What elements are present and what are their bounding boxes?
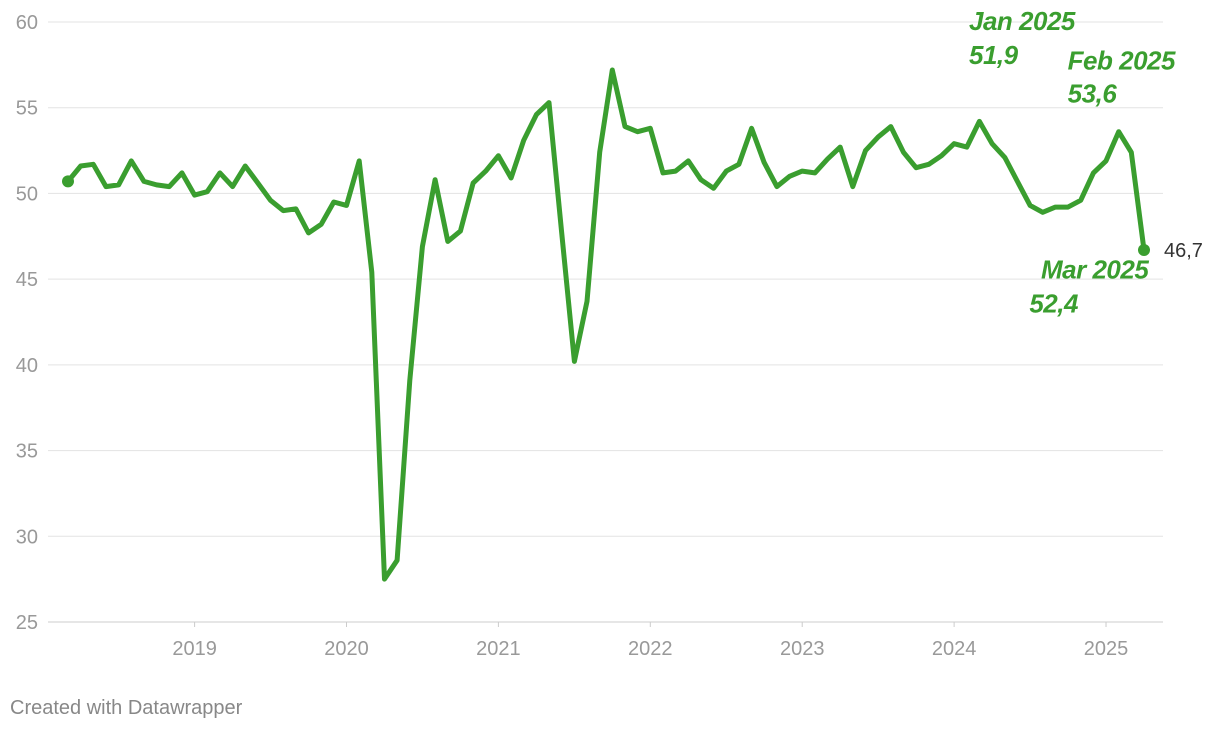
y-tick-label: 25 bbox=[16, 612, 38, 634]
data-line bbox=[65, 67, 1147, 582]
end-dot bbox=[62, 175, 74, 188]
x-tick-label: 2022 bbox=[628, 638, 673, 660]
x-tick-label: 2025 bbox=[1084, 638, 1129, 660]
y-tick-label: 40 bbox=[16, 355, 38, 377]
annotation-value: 53,6 bbox=[1068, 79, 1118, 109]
x-tick-label: 2020 bbox=[324, 638, 369, 660]
footer: Created with Datawrapper bbox=[10, 697, 243, 719]
y-tick-label: 50 bbox=[16, 183, 38, 205]
annotation-value: 52,4 bbox=[1029, 288, 1079, 318]
x-tick-label: 2023 bbox=[780, 638, 825, 660]
x-tick-label: 2024 bbox=[932, 638, 977, 660]
annotation-value: 51,9 bbox=[969, 40, 1019, 70]
y-tick-label: 55 bbox=[16, 98, 38, 120]
x-tick-label: 2019 bbox=[172, 638, 217, 660]
y-tick-label: 45 bbox=[16, 269, 38, 291]
y-tick-label: 35 bbox=[16, 441, 38, 463]
annotation-title: Feb 2025 bbox=[1068, 46, 1176, 76]
y-tick-label: 30 bbox=[16, 526, 38, 548]
x-tick-label: 2021 bbox=[476, 638, 521, 660]
annotation-title: Mar 2025 bbox=[1041, 254, 1149, 284]
end-dot bbox=[1138, 244, 1150, 256]
annotation-title: Jan 2025 bbox=[969, 6, 1076, 36]
y-tick-label: 60 bbox=[16, 12, 38, 34]
value-label: 46,7 bbox=[1164, 240, 1203, 262]
